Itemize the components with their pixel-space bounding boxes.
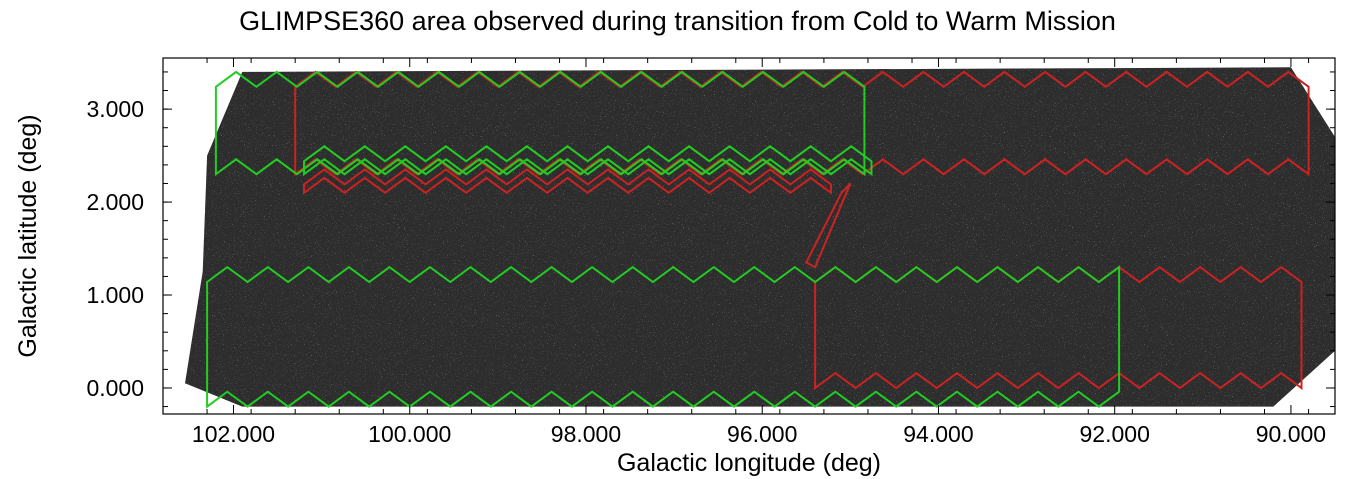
region-green-lower <box>206 265 1121 409</box>
region-green-upper <box>214 70 866 177</box>
y-tick-label: 3.000 <box>86 96 144 122</box>
region-red-upper-lower-edge <box>303 168 832 195</box>
coverage-regions <box>206 70 1310 409</box>
y-axis-title: Galactic latitude (deg) <box>14 114 42 357</box>
sky-image <box>185 67 1335 407</box>
y-tick-label: 2.000 <box>86 189 144 215</box>
x-tick-label: 94.000 <box>903 421 973 447</box>
x-axis-title: Galactic longitude (deg) <box>617 449 881 477</box>
region-red-upper <box>294 70 1310 177</box>
x-tick-label: 98.000 <box>551 421 621 447</box>
x-tick-label: 100.000 <box>368 421 451 447</box>
x-axis: 102.000 100.000 98.000 96.000 94.000 92.000 90… <box>162 58 1326 447</box>
x-tick-label: 102.000 <box>192 421 275 447</box>
y-axis: 0.000 1.000 2.000 3.000 <box>86 71 1335 408</box>
region-green-middle <box>303 145 873 177</box>
plot-frame <box>162 57 1336 415</box>
y-tick-label: 1.000 <box>86 282 144 308</box>
x-tick-label: 92.000 <box>1080 421 1150 447</box>
x-tick-label: 96.000 <box>727 421 797 447</box>
region-red-connector <box>804 182 852 269</box>
y-tick-label: 0.000 <box>86 375 144 401</box>
x-tick-label: 90.000 <box>1256 421 1326 447</box>
chart-title: GLIMPSE360 area observed during transiti… <box>239 6 1116 36</box>
